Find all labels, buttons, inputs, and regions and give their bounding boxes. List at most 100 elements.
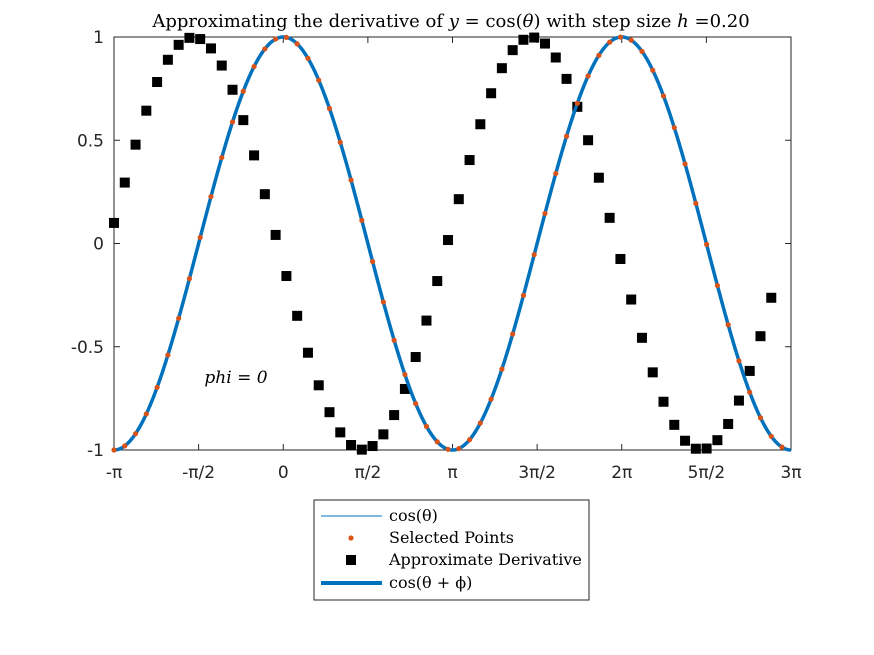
approx-derivative-marker [324, 407, 335, 418]
selected-point [704, 241, 710, 248]
approx-derivative-marker [550, 52, 561, 63]
selected-point [369, 258, 376, 265]
selected-point [499, 366, 505, 372]
selected-point [671, 125, 677, 131]
selected-point [240, 88, 246, 94]
selected-point [510, 331, 516, 337]
approx-derivative-marker [227, 84, 238, 95]
selected-point [413, 401, 419, 407]
selected-point [391, 337, 397, 343]
approx-derivative-marker [658, 396, 669, 407]
selected-point [736, 358, 742, 364]
approx-derivative-marker [583, 135, 594, 146]
approx-derivative-marker [475, 119, 486, 130]
approx-derivative-marker [249, 150, 260, 161]
approx-derivative-marker [593, 172, 604, 183]
approx-derivative-marker [453, 194, 464, 205]
approx-derivative-marker [270, 229, 281, 240]
approx-derivative-marker [561, 73, 572, 84]
approx-derivative-marker [292, 310, 303, 321]
selected-point [456, 445, 462, 452]
approx-derivative-marker [421, 315, 432, 326]
selected-point [617, 34, 624, 40]
approx-derivative-marker [130, 139, 141, 150]
legend-label-approx-derivative: Approximate Derivative [388, 550, 582, 569]
approx-derivative-marker [119, 177, 130, 188]
selected-point [305, 55, 311, 61]
selected-point [143, 411, 149, 417]
approx-derivative-marker [539, 38, 550, 49]
selected-point [229, 119, 236, 125]
approx-derivative-marker [313, 380, 324, 391]
selected-point [122, 443, 128, 449]
y-tick-label: 0.5 [77, 131, 104, 151]
approx-derivative-marker [389, 410, 400, 421]
selected-point [488, 396, 494, 402]
approx-derivative-marker [496, 63, 507, 74]
selected-point [747, 389, 753, 395]
series-layer [109, 32, 792, 455]
legend-label-cos-shift: cos(θ + ϕ) [389, 573, 472, 592]
x-tick-label: 2π [611, 463, 632, 483]
legend-label-selected-points: Selected Points [389, 528, 514, 547]
selected-point [639, 48, 645, 54]
approx-derivative-marker [604, 212, 615, 223]
selected-point [574, 100, 580, 106]
approx-derivative-marker [518, 34, 529, 45]
selected-point [132, 431, 139, 437]
approx-derivative-marker [259, 189, 270, 200]
selected-point [563, 133, 570, 139]
approx-derivative-marker [346, 440, 357, 451]
selected-point [650, 67, 656, 73]
selected-point [262, 46, 268, 52]
approx-derivative-marker [162, 54, 173, 65]
selected-point [725, 322, 731, 328]
approx-derivative-marker [173, 39, 184, 50]
selected-point [197, 234, 203, 241]
approx-derivative-marker [647, 367, 658, 378]
approx-derivative-marker [626, 294, 637, 305]
legend: cos(θ) Selected Points Approximate Deriv… [313, 499, 590, 601]
selected-point [283, 34, 289, 40]
approx-derivative-marker [238, 115, 249, 126]
selected-point [768, 433, 774, 439]
approx-derivative-marker [529, 32, 540, 43]
selected-point [466, 437, 473, 443]
selected-point [693, 200, 699, 206]
approx-derivative-marker [733, 395, 744, 406]
approx-derivative-marker [141, 105, 152, 116]
selected-point [682, 161, 688, 167]
y-tick-label: 0 [93, 235, 104, 255]
selected-point [208, 193, 214, 200]
selected-point [434, 439, 440, 445]
y-tick-label: -0.5 [71, 338, 104, 358]
approx-derivative-marker [690, 443, 701, 454]
selected-point [585, 73, 591, 79]
approx-derivative-marker [744, 365, 755, 376]
approx-derivative-marker [184, 32, 195, 43]
approx-derivative-marker [205, 43, 216, 54]
selected-point [628, 37, 634, 43]
selected-point [176, 315, 182, 321]
selected-point [660, 93, 667, 99]
chart-title: Approximating the derivative of y = cos(… [151, 11, 749, 32]
legend-label-cos: cos(θ) [389, 506, 438, 525]
x-tick-label: 3π [780, 463, 801, 483]
legend-swatch-selected-points [348, 535, 354, 541]
selected-point [294, 41, 300, 47]
approx-derivative-marker [443, 235, 454, 246]
phi-annotation: phi = 0 [204, 368, 267, 388]
series-cos-shift-line [113, 35, 792, 452]
selected-point [607, 39, 613, 45]
legend-swatch-approx-derivative [346, 555, 356, 565]
selected-point [165, 352, 171, 358]
selected-point [273, 36, 279, 42]
approx-derivative-marker [680, 435, 691, 446]
approx-derivative-marker [356, 444, 367, 455]
approx-derivative-marker [464, 155, 475, 166]
selected-point [337, 139, 343, 145]
selected-point [596, 52, 602, 58]
approx-derivative-marker [216, 60, 227, 71]
selected-point [219, 154, 225, 161]
